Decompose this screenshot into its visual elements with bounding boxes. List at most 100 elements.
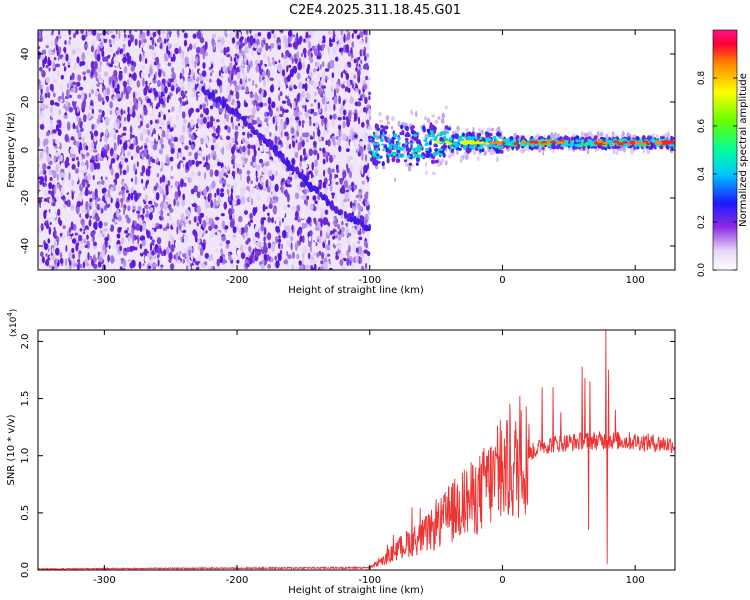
noise-speckle bbox=[62, 179, 66, 184]
noise-speckle bbox=[323, 217, 328, 222]
noise-speckle bbox=[153, 263, 158, 268]
noise-speckle bbox=[169, 156, 174, 161]
signal-core bbox=[376, 135, 379, 139]
noise-speckle bbox=[54, 145, 59, 149]
signal-core bbox=[413, 133, 418, 137]
noise-speckle bbox=[142, 207, 145, 215]
noise-speckle bbox=[92, 149, 98, 153]
noise-speckle bbox=[180, 180, 184, 185]
noise-speckle bbox=[334, 231, 338, 236]
noise-speckle bbox=[279, 106, 283, 112]
noise-speckle bbox=[268, 203, 273, 209]
noise-speckle bbox=[70, 221, 74, 231]
noise-speckle bbox=[236, 198, 241, 206]
noise-speckle bbox=[160, 186, 163, 196]
noise-speckle bbox=[200, 118, 204, 126]
noise-speckle bbox=[94, 188, 98, 197]
noise-speckle bbox=[264, 111, 267, 118]
noise-speckle bbox=[127, 193, 131, 201]
noise-speckle bbox=[290, 242, 293, 251]
signal-core bbox=[452, 142, 456, 146]
noise-speckle bbox=[92, 263, 98, 269]
noise-speckle bbox=[363, 144, 366, 150]
noise-speckle bbox=[91, 68, 93, 78]
noise-speckle bbox=[312, 149, 318, 156]
noise-speckle bbox=[183, 118, 187, 124]
noise-speckle bbox=[129, 181, 133, 189]
noise-speckle bbox=[159, 176, 162, 184]
noise-speckle bbox=[302, 47, 307, 55]
noise-speckle bbox=[122, 44, 126, 48]
signal-halo bbox=[542, 149, 545, 156]
noise-speckle bbox=[275, 219, 280, 227]
noise-speckle bbox=[309, 230, 313, 237]
signal-core bbox=[470, 145, 473, 149]
noise-speckle bbox=[332, 235, 336, 240]
noise-speckle bbox=[142, 265, 145, 270]
noise-speckle bbox=[97, 44, 101, 54]
noise-speckle bbox=[109, 110, 113, 115]
noise-speckle bbox=[77, 259, 81, 263]
noise-speckle bbox=[172, 110, 177, 118]
noise-speckle bbox=[365, 75, 369, 81]
noise-speckle bbox=[267, 96, 272, 106]
noise-speckle bbox=[278, 139, 282, 145]
noise-speckle bbox=[141, 31, 146, 41]
noise-speckle bbox=[325, 54, 330, 62]
signal-halo bbox=[459, 159, 463, 163]
noise-speckle bbox=[52, 61, 56, 70]
noise-speckle bbox=[120, 134, 123, 138]
noise-speckle bbox=[365, 30, 368, 36]
noise-speckle bbox=[196, 118, 200, 124]
noise-speckle bbox=[140, 99, 143, 105]
noise-speckle bbox=[310, 53, 313, 58]
noise-speckle bbox=[294, 192, 300, 200]
noise-speckle bbox=[207, 116, 210, 120]
noise-speckle bbox=[214, 169, 219, 177]
noise-speckle bbox=[303, 164, 308, 168]
noise-speckle bbox=[226, 85, 232, 92]
noise-speckle bbox=[343, 198, 348, 203]
noise-speckle bbox=[117, 185, 121, 193]
noise-speckle bbox=[338, 124, 342, 130]
chirp-blob bbox=[221, 100, 227, 108]
noise-speckle bbox=[131, 34, 135, 42]
noise-speckle bbox=[115, 172, 120, 179]
signal-body bbox=[429, 124, 434, 130]
noise-speckle bbox=[287, 30, 293, 38]
noise-speckle bbox=[322, 147, 326, 154]
signal-core bbox=[443, 137, 448, 141]
noise-speckle bbox=[210, 153, 213, 159]
noise-speckle bbox=[190, 171, 195, 177]
noise-speckle bbox=[59, 232, 63, 237]
noise-speckle bbox=[85, 201, 89, 210]
signal-body bbox=[582, 145, 586, 151]
noise-speckle bbox=[129, 245, 133, 253]
noise-speckle bbox=[320, 77, 326, 86]
noise-speckle bbox=[254, 33, 258, 39]
noise-speckle bbox=[334, 35, 339, 42]
noise-speckle bbox=[251, 106, 257, 116]
signal-body bbox=[405, 131, 410, 138]
signal-body bbox=[408, 162, 412, 166]
noise-speckle bbox=[41, 70, 46, 78]
noise-speckle bbox=[120, 93, 123, 101]
noise-speckle bbox=[350, 233, 353, 242]
noise-speckle bbox=[42, 49, 47, 55]
signal-halo bbox=[551, 134, 556, 139]
noise-speckle bbox=[343, 109, 347, 116]
noise-speckle bbox=[241, 82, 246, 87]
noise-speckle bbox=[342, 133, 347, 142]
signal-body bbox=[405, 125, 409, 132]
noise-speckle bbox=[255, 241, 260, 247]
signal-core bbox=[449, 145, 453, 149]
noise-speckle bbox=[240, 188, 243, 197]
noise-speckle bbox=[245, 240, 249, 245]
noise-speckle bbox=[217, 161, 222, 167]
noise-speckle bbox=[223, 225, 229, 230]
noise-speckle bbox=[42, 30, 46, 39]
noise-speckle bbox=[204, 200, 208, 205]
noise-speckle bbox=[69, 36, 72, 40]
noise-speckle bbox=[151, 158, 156, 164]
noise-speckle bbox=[94, 50, 97, 59]
